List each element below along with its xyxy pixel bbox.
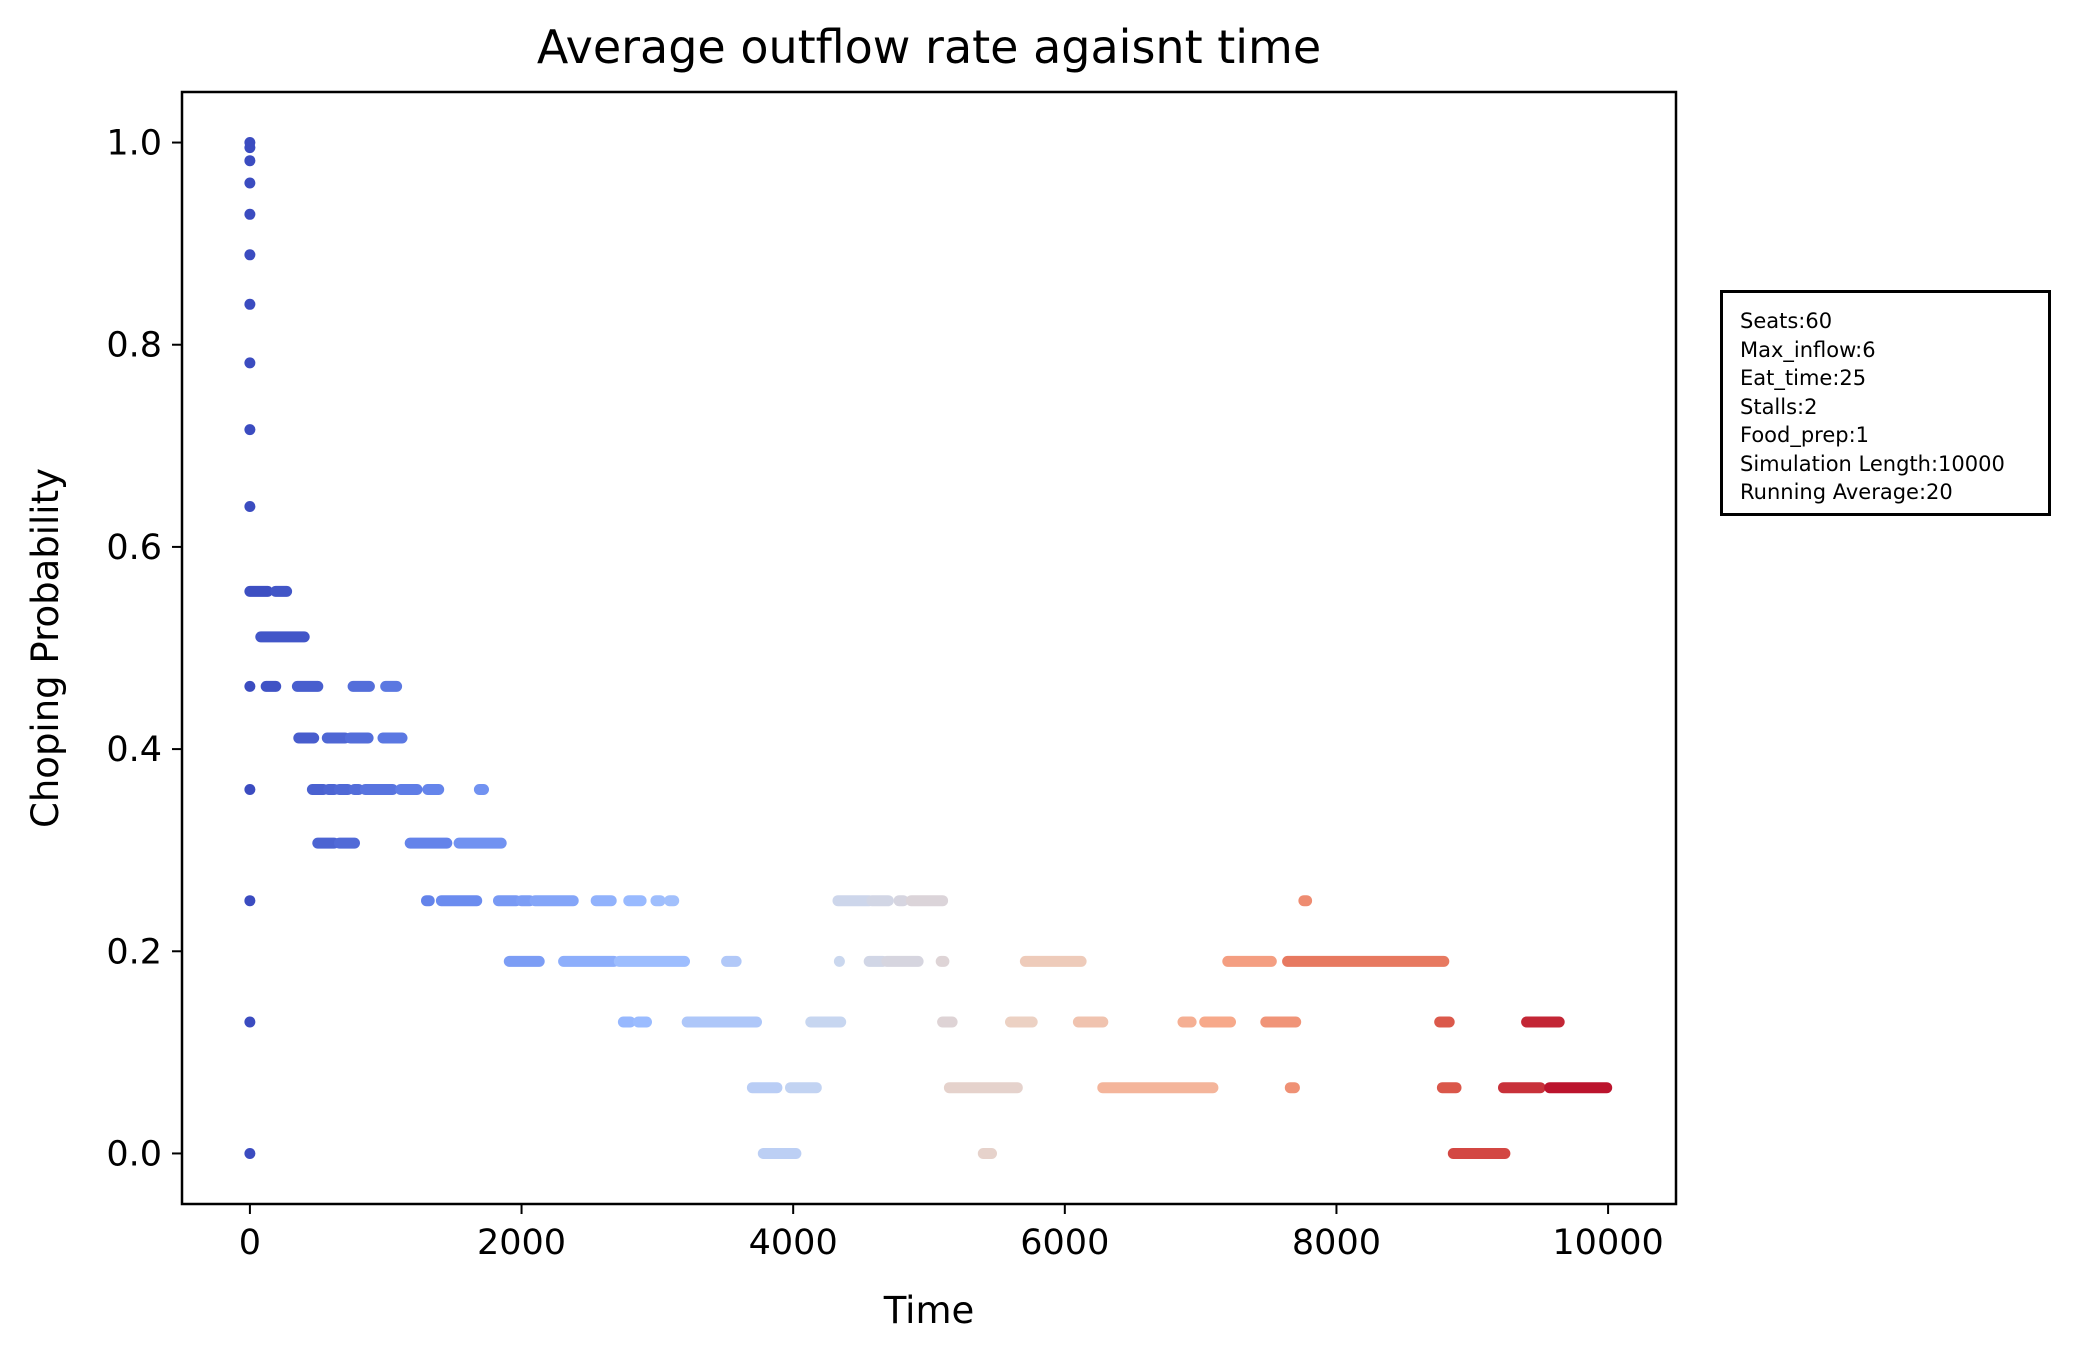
info-seats: Seats:60 [1740, 309, 1833, 333]
data-point-54 [833, 955, 845, 967]
data-point-1 [244, 142, 256, 154]
info-simulation-length: Simulation Length:10000 [1740, 451, 2005, 476]
y-axis: 0.0 0.2 0.4 0.6 0.8 1.0 [106, 124, 182, 1174]
data-point-2 [244, 155, 256, 167]
data-point-35 [244, 895, 256, 907]
data-point-3 [244, 177, 256, 189]
y-tick-label-3: 0.6 [106, 528, 162, 568]
x-axis-label: Time [883, 1289, 975, 1332]
plot-area-frame [180, 90, 1678, 1206]
y-tick-label-4: 0.8 [106, 326, 162, 366]
data-point-9 [244, 501, 256, 512]
data-point-7 [244, 357, 256, 369]
data-point-5 [244, 249, 256, 261]
data-point-8 [244, 424, 256, 436]
x-tick-label-0: 0 [239, 1223, 261, 1263]
x-tick-label-4: 8000 [1292, 1223, 1381, 1263]
data-point-6 [244, 298, 256, 310]
parameters-legend-box: Seats:60 Max_inflow:6 Eat_time:25 Stalls… [1720, 290, 2051, 516]
x-tick-label-5: 10000 [1552, 1223, 1663, 1263]
y-tick-label-0: 0.0 [106, 1134, 162, 1174]
data-point-4 [244, 208, 256, 220]
x-axis: 0 2000 4000 6000 8000 10000 [239, 1204, 1664, 1263]
x-tick-label-1: 2000 [477, 1223, 566, 1263]
data-point-82 [244, 1148, 256, 1159]
data-point-13 [244, 680, 256, 692]
scatter-points [244, 137, 1613, 1159]
data-point-22 [244, 784, 256, 795]
info-stalls: Stalls:2 [1740, 394, 1818, 419]
data-point-61 [244, 1016, 256, 1028]
x-tick-label-2: 4000 [749, 1223, 838, 1263]
y-axis-label: Choping Probability [24, 468, 67, 828]
y-tick-label-1: 0.2 [106, 932, 162, 972]
y-tick-label-2: 0.4 [106, 730, 162, 770]
x-tick-label-3: 6000 [1020, 1223, 1109, 1263]
info-max-inflow: Max_inflow:6 [1740, 337, 1876, 362]
info-eat-time: Eat_time:25 [1740, 366, 1867, 390]
chart-title: Average outflow rate agaisnt time [537, 20, 1321, 74]
info-running-average: Running Average:20 [1740, 480, 1953, 504]
y-tick-label-5: 1.0 [106, 124, 162, 164]
info-food-prep: Food_prep:1 [1740, 423, 1870, 447]
